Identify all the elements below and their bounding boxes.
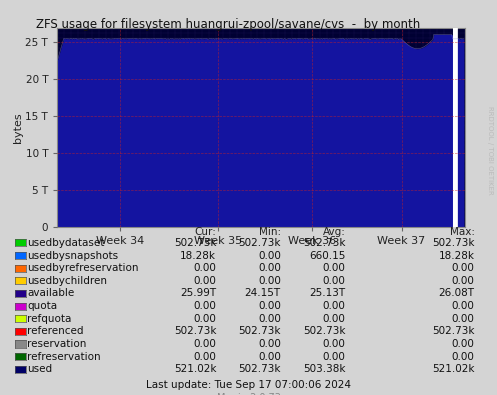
Text: 0.00: 0.00	[258, 301, 281, 311]
Text: 0.00: 0.00	[258, 250, 281, 261]
Y-axis label: bytes: bytes	[12, 112, 22, 143]
Text: Max:: Max:	[450, 227, 475, 237]
Text: usedbydataset: usedbydataset	[27, 238, 105, 248]
Text: 0.00: 0.00	[193, 314, 216, 324]
Text: 0.00: 0.00	[323, 276, 345, 286]
Text: Min:: Min:	[258, 227, 281, 237]
Text: 0.00: 0.00	[452, 352, 475, 362]
Text: 502.73k: 502.73k	[432, 326, 475, 337]
Text: 0.00: 0.00	[452, 301, 475, 311]
Text: Munin 2.0.73: Munin 2.0.73	[217, 393, 280, 395]
Text: 0.00: 0.00	[193, 301, 216, 311]
Text: 521.02k: 521.02k	[173, 364, 216, 374]
Text: 502.73k: 502.73k	[238, 326, 281, 337]
Text: refreservation: refreservation	[27, 352, 101, 362]
Text: 0.00: 0.00	[193, 276, 216, 286]
Text: 26.08T: 26.08T	[439, 288, 475, 299]
Text: 24.15T: 24.15T	[245, 288, 281, 299]
Text: refquota: refquota	[27, 314, 72, 324]
Text: 0.00: 0.00	[258, 263, 281, 273]
Text: 502.73k: 502.73k	[238, 364, 281, 374]
Text: referenced: referenced	[27, 326, 84, 337]
Text: used: used	[27, 364, 53, 374]
Text: 502.73k: 502.73k	[238, 238, 281, 248]
Text: 521.02k: 521.02k	[432, 364, 475, 374]
Text: Cur:: Cur:	[194, 227, 216, 237]
Text: 502.73k: 502.73k	[173, 238, 216, 248]
Text: 18.28k: 18.28k	[180, 250, 216, 261]
Text: 660.15: 660.15	[309, 250, 345, 261]
Text: 0.00: 0.00	[323, 301, 345, 311]
Text: 502.73k: 502.73k	[303, 326, 345, 337]
Text: Last update: Tue Sep 17 07:00:06 2024: Last update: Tue Sep 17 07:00:06 2024	[146, 380, 351, 390]
Text: quota: quota	[27, 301, 58, 311]
Text: 0.00: 0.00	[323, 339, 345, 349]
Text: 0.00: 0.00	[323, 352, 345, 362]
Text: 0.00: 0.00	[258, 314, 281, 324]
Text: 0.00: 0.00	[193, 339, 216, 349]
Text: 0.00: 0.00	[193, 352, 216, 362]
Text: available: available	[27, 288, 75, 299]
Text: 0.00: 0.00	[258, 276, 281, 286]
Text: 0.00: 0.00	[258, 339, 281, 349]
Text: 0.00: 0.00	[452, 339, 475, 349]
Text: 502.73k: 502.73k	[432, 238, 475, 248]
Text: 0.00: 0.00	[452, 314, 475, 324]
Text: 25.99T: 25.99T	[180, 288, 216, 299]
Text: 0.00: 0.00	[193, 263, 216, 273]
Text: 503.38k: 503.38k	[303, 364, 345, 374]
Text: usedbysnapshots: usedbysnapshots	[27, 250, 118, 261]
Text: reservation: reservation	[27, 339, 86, 349]
Text: 0.00: 0.00	[258, 352, 281, 362]
Text: Avg:: Avg:	[323, 227, 345, 237]
Text: 502.73k: 502.73k	[303, 238, 345, 248]
Text: 0.00: 0.00	[452, 263, 475, 273]
Text: 0.00: 0.00	[323, 263, 345, 273]
Text: 18.28k: 18.28k	[439, 250, 475, 261]
Text: ZFS usage for filesystem huangrui-zpool/savane/cvs  -  by month: ZFS usage for filesystem huangrui-zpool/…	[36, 18, 421, 31]
Text: usedbyrefreservation: usedbyrefreservation	[27, 263, 139, 273]
Text: RRDTOOL / TOBI OETIKER: RRDTOOL / TOBI OETIKER	[487, 106, 493, 194]
Text: usedbychildren: usedbychildren	[27, 276, 107, 286]
Text: 502.73k: 502.73k	[173, 326, 216, 337]
Text: 25.13T: 25.13T	[309, 288, 345, 299]
Text: 0.00: 0.00	[452, 276, 475, 286]
Text: 0.00: 0.00	[323, 314, 345, 324]
